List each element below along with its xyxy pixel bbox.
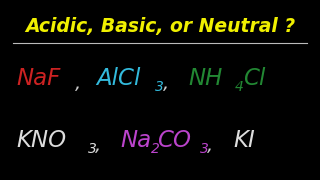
Text: ,: ,: [207, 136, 214, 155]
Text: ,: ,: [163, 74, 170, 93]
Text: 3: 3: [88, 142, 97, 156]
Text: KI: KI: [234, 129, 255, 152]
Text: NaF: NaF: [16, 67, 60, 90]
Text: CO: CO: [157, 129, 191, 152]
Text: Cl: Cl: [243, 67, 265, 90]
Text: 3: 3: [155, 80, 164, 94]
Text: AlCl: AlCl: [96, 67, 140, 90]
Text: KNO: KNO: [16, 129, 66, 152]
Text: 4: 4: [235, 80, 244, 94]
Text: ,: ,: [75, 74, 82, 93]
Text: NH: NH: [189, 67, 223, 90]
Text: 3: 3: [200, 142, 209, 156]
Text: ,: ,: [95, 136, 102, 155]
Text: Acidic, Basic, or Neutral ?: Acidic, Basic, or Neutral ?: [25, 17, 295, 36]
Text: Na: Na: [120, 129, 151, 152]
Text: 2: 2: [151, 142, 160, 156]
